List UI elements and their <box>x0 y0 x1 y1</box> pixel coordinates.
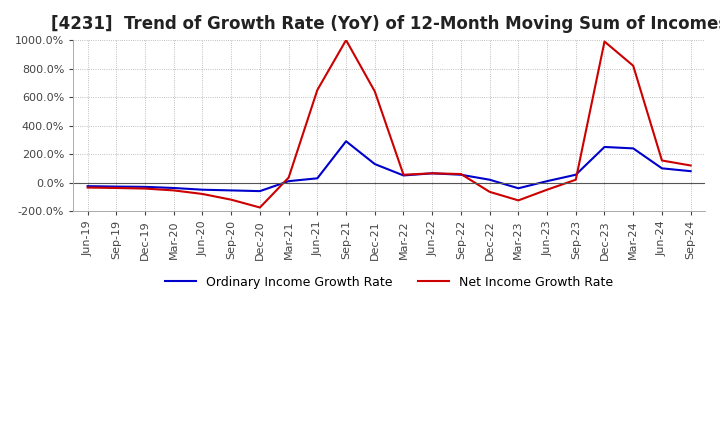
Ordinary Income Growth Rate <box>686 169 695 174</box>
Ordinary Income Growth Rate <box>256 188 264 194</box>
Net Income Growth Rate <box>686 163 695 168</box>
Ordinary Income Growth Rate <box>428 171 436 176</box>
Net Income Growth Rate <box>198 191 207 197</box>
Ordinary Income Growth Rate <box>227 188 235 193</box>
Net Income Growth Rate <box>543 187 552 192</box>
Ordinary Income Growth Rate <box>284 179 293 184</box>
Ordinary Income Growth Rate <box>629 146 637 151</box>
Net Income Growth Rate <box>572 177 580 182</box>
Ordinary Income Growth Rate <box>543 179 552 184</box>
Net Income Growth Rate <box>112 185 121 191</box>
Ordinary Income Growth Rate <box>84 183 92 189</box>
Line: Ordinary Income Growth Rate: Ordinary Income Growth Rate <box>88 141 690 191</box>
Ordinary Income Growth Rate <box>600 144 609 150</box>
Ordinary Income Growth Rate <box>198 187 207 192</box>
Net Income Growth Rate <box>84 185 92 190</box>
Net Income Growth Rate <box>657 158 666 163</box>
Legend: Ordinary Income Growth Rate, Net Income Growth Rate: Ordinary Income Growth Rate, Net Income … <box>160 271 618 294</box>
Net Income Growth Rate <box>514 198 523 203</box>
Net Income Growth Rate <box>371 89 379 94</box>
Ordinary Income Growth Rate <box>371 161 379 167</box>
Net Income Growth Rate <box>140 186 149 191</box>
Line: Net Income Growth Rate: Net Income Growth Rate <box>88 40 690 208</box>
Net Income Growth Rate <box>629 63 637 68</box>
Ordinary Income Growth Rate <box>572 172 580 177</box>
Net Income Growth Rate <box>256 205 264 210</box>
Ordinary Income Growth Rate <box>342 139 351 144</box>
Net Income Growth Rate <box>485 189 494 194</box>
Title: [4231]  Trend of Growth Rate (YoY) of 12-Month Moving Sum of Incomes: [4231] Trend of Growth Rate (YoY) of 12-… <box>50 15 720 33</box>
Ordinary Income Growth Rate <box>112 184 121 189</box>
Ordinary Income Growth Rate <box>313 176 322 181</box>
Net Income Growth Rate <box>428 171 436 176</box>
Ordinary Income Growth Rate <box>657 166 666 171</box>
Net Income Growth Rate <box>399 172 408 177</box>
Net Income Growth Rate <box>284 175 293 180</box>
Ordinary Income Growth Rate <box>514 186 523 191</box>
Ordinary Income Growth Rate <box>140 184 149 190</box>
Net Income Growth Rate <box>227 197 235 202</box>
Net Income Growth Rate <box>313 87 322 92</box>
Ordinary Income Growth Rate <box>456 172 465 177</box>
Ordinary Income Growth Rate <box>485 177 494 182</box>
Net Income Growth Rate <box>342 37 351 43</box>
Net Income Growth Rate <box>456 172 465 177</box>
Net Income Growth Rate <box>169 188 178 193</box>
Ordinary Income Growth Rate <box>169 185 178 191</box>
Net Income Growth Rate <box>600 39 609 44</box>
Ordinary Income Growth Rate <box>399 173 408 178</box>
